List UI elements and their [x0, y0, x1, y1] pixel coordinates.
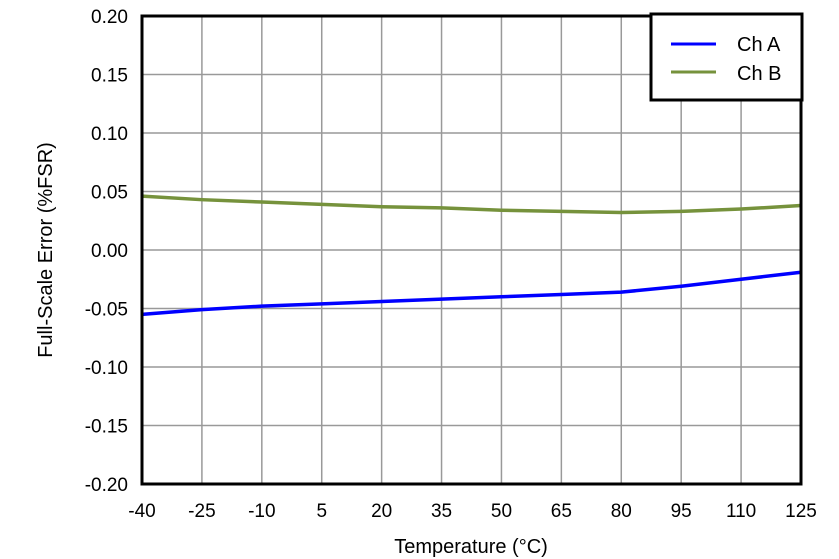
x-tick-label: -25 [188, 501, 215, 522]
series-line-ch-b [141, 194, 802, 215]
legend-label-ch-b: Ch B [737, 63, 781, 85]
y-axis-ticks: 0.20 0.15 0.10 0.05 0.00 -0.05 -0.10 -0.15 -0.20 [85, 7, 128, 496]
legend: Ch A Ch B [649, 12, 804, 102]
y-tick-label: 0.05 [91, 183, 128, 204]
x-tick-label: 95 [671, 501, 692, 522]
series-line-ch-a [141, 270, 802, 317]
y-tick-label: -0.05 [85, 300, 128, 321]
y-tick-label: -0.15 [85, 417, 128, 438]
x-axis-label: Temperature (°C) [394, 536, 548, 558]
grid-lines [141, 15, 802, 485]
y-tick-label: 0.10 [91, 124, 128, 145]
x-tick-label: 65 [551, 501, 572, 522]
y-tick-label: 0.00 [91, 241, 128, 262]
x-tick-label: 5 [316, 501, 327, 522]
y-axis-label: Full-Scale Error (%FSR) [35, 142, 57, 358]
x-tick-label: 50 [491, 501, 512, 522]
x-tick-label: -10 [248, 501, 275, 522]
y-tick-label: 0.20 [91, 7, 128, 28]
legend-box [649, 12, 804, 102]
y-tick-label: 0.15 [91, 66, 128, 87]
legend-label-ch-a: Ch A [737, 34, 781, 56]
x-tick-label: 20 [371, 501, 392, 522]
x-tick-label: 35 [431, 501, 452, 522]
x-tick-label: 125 [785, 501, 817, 522]
x-tick-label: 80 [611, 501, 632, 522]
x-tick-label: -40 [128, 501, 155, 522]
data-series [141, 194, 802, 317]
y-tick-label: -0.10 [85, 358, 128, 379]
x-axis-ticks: -40 -25 -10 5 20 35 50 65 80 95 110 125 [128, 501, 817, 522]
x-tick-label: 110 [726, 501, 756, 522]
y-tick-label: -0.20 [85, 475, 128, 496]
plot-frame [140, 14, 803, 486]
